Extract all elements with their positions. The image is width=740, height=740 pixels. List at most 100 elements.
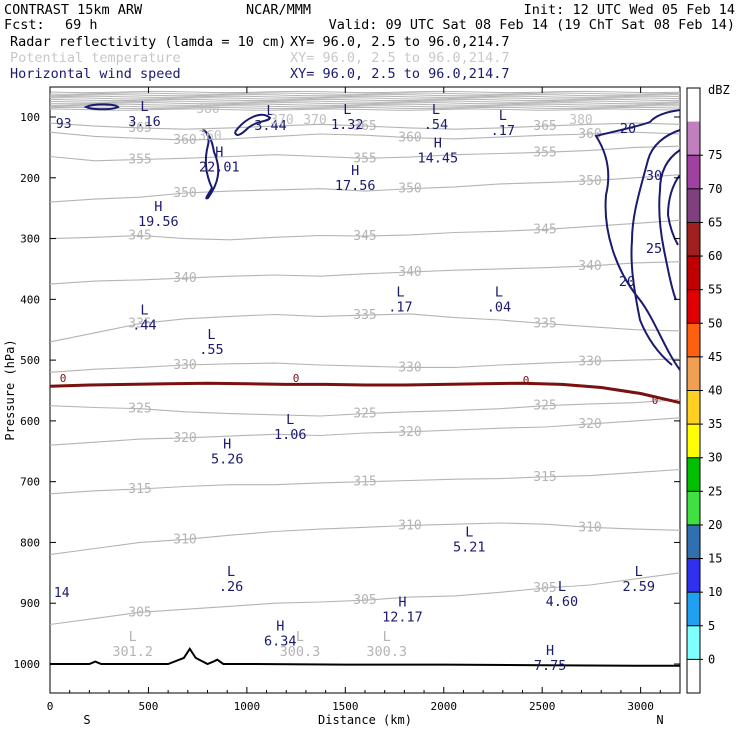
edge-label: 14: [54, 586, 70, 601]
extremum-value: 1.06: [274, 427, 307, 443]
extremum-value: .17: [491, 123, 515, 139]
wind-contour: [83, 103, 120, 111]
theta-label-340: 340: [398, 265, 421, 280]
theta-extremum-value: 301.2: [112, 644, 153, 660]
dense-theta-line: [49, 105, 681, 108]
zero-dbz-line: [49, 381, 681, 405]
theta-label-325: 325: [533, 399, 556, 414]
extremum-type: L: [432, 102, 440, 118]
field-xy-reflectivity: XY= 96.0, 2.5 to 96.0,214.7: [290, 34, 509, 50]
dense-theta-line: [49, 92, 681, 95]
extremum-type: H: [215, 145, 223, 161]
model-title: CONTRAST 15km ARW: [4, 2, 143, 18]
zero-dbz-label: 0: [293, 372, 300, 385]
y-tick-label: 600: [20, 415, 40, 428]
extremum-type: H: [434, 135, 442, 151]
x-end-label-south: S: [83, 713, 90, 727]
theta-contour-340: [49, 261, 681, 285]
theta-label-305: 305: [353, 593, 376, 608]
theta-extremum-value: 300.3: [366, 644, 407, 660]
theta-label-350: 350: [398, 182, 421, 197]
theta-label-345: 345: [353, 229, 376, 244]
colorbar-level: 20: [708, 518, 722, 532]
theta-label-355: 355: [128, 153, 151, 168]
y-tick-label: 100: [20, 111, 40, 124]
theta-label-315: 315: [533, 470, 556, 485]
dense-theta-line: [49, 94, 681, 97]
theta-label-305: 305: [128, 605, 151, 620]
extremum-value: .55: [199, 342, 223, 358]
extremum-type: H: [223, 436, 231, 452]
theta-contour-350: [49, 174, 681, 203]
theta-label-335: 335: [533, 317, 556, 332]
y-tick-label: 400: [20, 293, 40, 306]
wind-speed-label: 30: [646, 168, 662, 184]
x-tick-label: 1500: [332, 700, 359, 713]
zero-dbz-label: 0: [523, 374, 530, 387]
colorbar-level: 75: [708, 148, 722, 162]
theta-contour-355: [49, 145, 681, 162]
colorbar-level: 5: [708, 619, 715, 633]
wind-contour: [234, 113, 272, 136]
theta-extremum-type: L: [383, 629, 391, 645]
init-time: Init: 12 UTC Wed 05 Feb 14: [524, 2, 735, 18]
theta-label-350: 350: [578, 174, 601, 189]
x-end-label-north: N: [656, 713, 663, 727]
dense-theta-line: [49, 97, 681, 100]
wind-contour: [630, 129, 681, 366]
extremum-value: .26: [219, 579, 243, 595]
colorbar-level: 10: [708, 585, 722, 599]
header: CONTRAST 15km ARW NCAR/MMM Init: 12 UTC …: [4, 2, 735, 33]
wind-contour: [201, 129, 220, 200]
terrain-path: [50, 646, 680, 667]
dense-theta-line: [49, 98, 681, 102]
edge-labels: 93 14: [54, 117, 72, 601]
theta-extremum-type: L: [296, 629, 304, 645]
theta-label-360: 360: [578, 127, 601, 142]
theta-label-310: 310: [398, 518, 421, 533]
x-tick-label: 500: [139, 700, 159, 713]
extremum-type: H: [351, 163, 359, 179]
colorbar-level: 0: [708, 652, 715, 666]
theta-label-325: 325: [128, 402, 151, 417]
theta-label-315: 315: [353, 475, 376, 490]
colorbar-swatch: [687, 323, 700, 358]
x-axis-label: Distance (km): [318, 713, 412, 727]
extremum-type: L: [140, 303, 148, 319]
theta-label-360: 360: [398, 131, 421, 146]
extremum-type: L: [266, 103, 274, 119]
extremum-value: 1.32: [331, 117, 364, 133]
theta-label-310: 310: [173, 532, 196, 547]
x-tick-label: 3000: [627, 700, 654, 713]
extremum-type: H: [276, 619, 284, 635]
fcst-label: Fcst:: [4, 17, 45, 33]
field-xy-wind: XY= 96.0, 2.5 to 96.0,214.7: [290, 66, 509, 82]
y-tick-label: 200: [20, 172, 40, 185]
theta-label-365: 365: [533, 119, 556, 134]
wind-contour: [594, 109, 681, 371]
colorbar-level: 55: [708, 283, 722, 297]
extremum-type: L: [495, 284, 503, 300]
theta-label-340: 340: [578, 259, 601, 274]
extremum-value: 5.21: [453, 539, 486, 555]
extremum-value: 3.16: [128, 114, 161, 130]
colorbar-level: 70: [708, 182, 722, 196]
extremum-value: .54: [424, 117, 448, 133]
theta-top-label: 380: [569, 113, 592, 128]
colorbar-swatch: [687, 424, 700, 459]
theta-label-355: 355: [353, 151, 376, 166]
colorbar-level: 30: [708, 451, 722, 465]
extremum-type: L: [286, 412, 294, 428]
x-tick-label: 2500: [529, 700, 556, 713]
wind-contour: [658, 149, 681, 301]
extremum-value: 12.17: [382, 609, 423, 625]
dense-theta-line: [49, 90, 681, 94]
extremum-type: L: [207, 327, 215, 343]
y-tick-label: 900: [20, 597, 40, 610]
dense-theta-line: [49, 102, 681, 105]
colorbar-swatch: [687, 592, 700, 627]
wind-speed-contours: [83, 103, 681, 371]
theta-label-340: 340: [173, 271, 196, 286]
